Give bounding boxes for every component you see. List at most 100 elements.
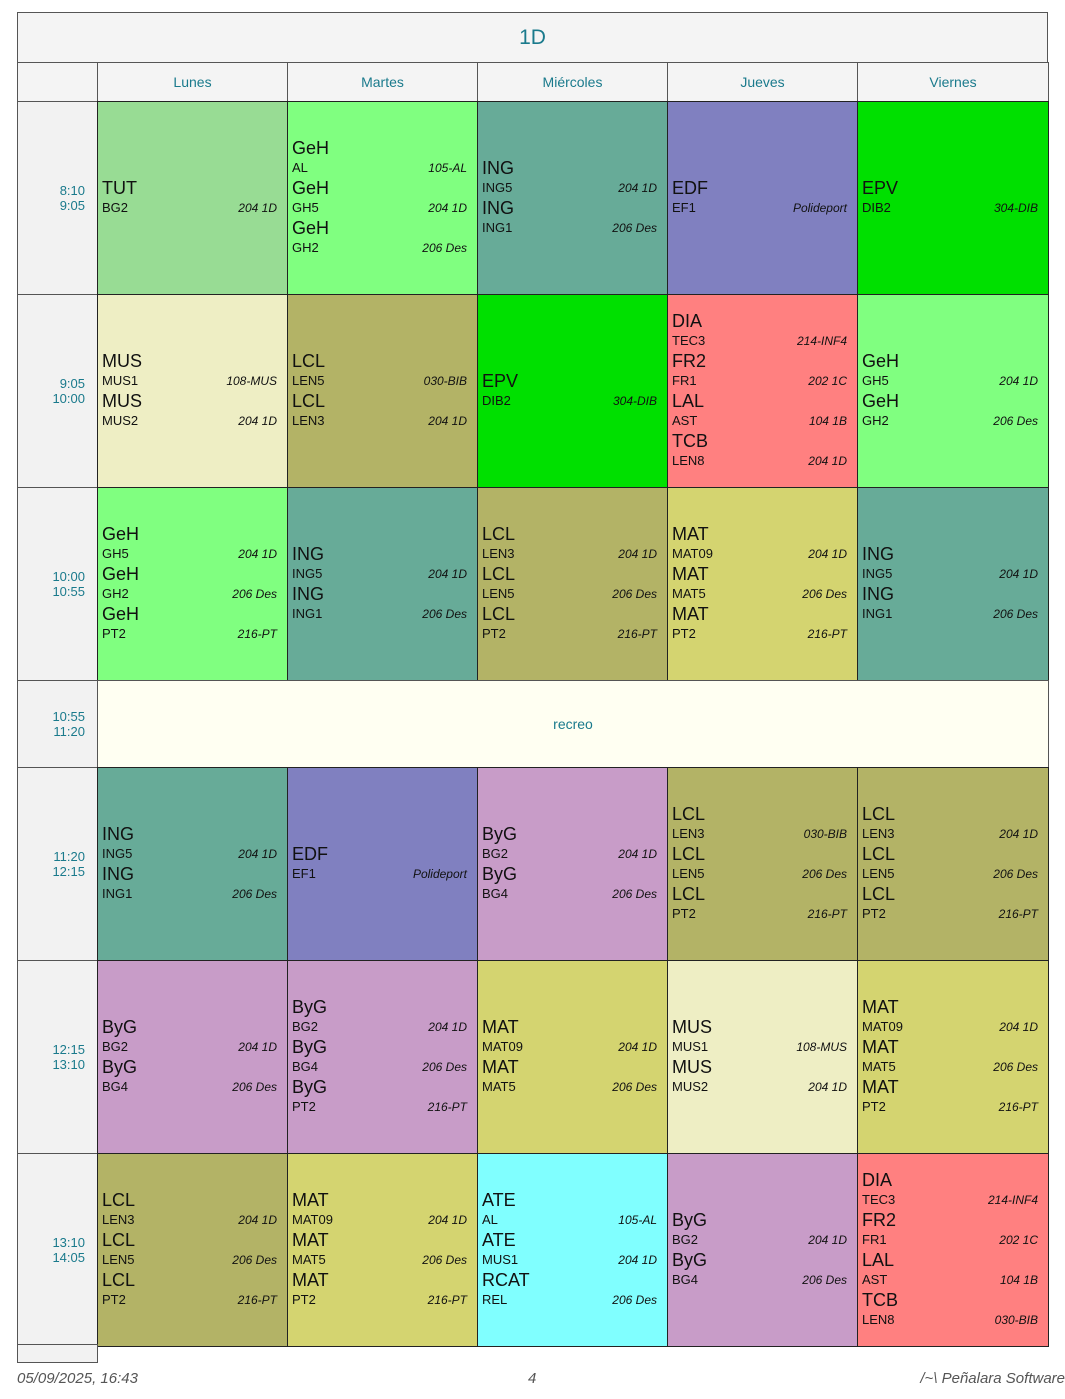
subject: LCL	[482, 524, 516, 544]
room: 204 1D	[999, 567, 1038, 581]
break: recreo	[97, 680, 1049, 768]
group: PT2	[292, 1292, 316, 1307]
day-header: Miércoles	[477, 62, 668, 102]
room: 206 Des	[993, 607, 1038, 621]
end-time: 9:05	[59, 198, 85, 213]
subject: ING	[862, 544, 895, 564]
room: 108-MUS	[226, 374, 277, 388]
subject: GeH	[102, 604, 140, 624]
group: MAT5	[672, 586, 706, 601]
room: 030-BIB	[423, 374, 467, 388]
subject: ING	[482, 198, 515, 218]
end-time: 12:15	[52, 864, 85, 879]
group-line: BG2 204 1D	[482, 844, 657, 864]
group: PT2	[292, 1099, 316, 1114]
subject: LCL	[672, 844, 706, 864]
group: ING5	[292, 566, 323, 581]
subject: GeH	[102, 524, 140, 544]
room: 216-PT	[237, 1293, 277, 1307]
lesson-cell: DIA TEC3 214-INF4 FR2 FR1 202 1C LAL AST 104 1B T…	[857, 1153, 1049, 1347]
group: EF1	[292, 866, 316, 881]
subject: MAT	[862, 1077, 899, 1097]
room: 214-INF4	[987, 1193, 1038, 1207]
subject: GeH	[292, 218, 330, 238]
group: GH2	[862, 413, 889, 428]
group: BG4	[482, 886, 509, 901]
subject: EPV	[482, 371, 519, 391]
room: 206 Des	[612, 587, 657, 601]
group: LEN3	[862, 826, 895, 841]
group-line: ING1 206 Des	[862, 604, 1038, 624]
subject: DIA	[672, 311, 703, 331]
subject: DIA	[862, 1170, 893, 1190]
subject: ByG	[672, 1250, 708, 1270]
start-time: 11:20	[53, 849, 85, 864]
room: 204 1D	[618, 181, 657, 195]
room: 204 1D	[618, 847, 657, 861]
lesson-cell: ByG BG2 204 1D ByG BG4 206 Des ByG PT2 216-PT	[287, 960, 478, 1154]
room: 206 Des	[422, 241, 467, 255]
group: PT2	[672, 626, 696, 641]
subject: LCL	[292, 351, 326, 371]
start-time: 8:10	[59, 183, 85, 198]
room: Polideport	[412, 867, 467, 881]
room: 216-PT	[427, 1100, 467, 1114]
subject: GeH	[862, 391, 900, 411]
end-time: 10:00	[52, 391, 85, 406]
subject: LCL	[482, 564, 516, 584]
empty-cell	[17, 1344, 98, 1363]
subject: MAT	[292, 1230, 329, 1250]
subject: ByG	[482, 864, 518, 884]
lesson-cell: GeH AL 105-AL GeH GH5 204 1D GeH GH2 206 Des	[287, 101, 478, 295]
group-line: LEN3 204 1D	[102, 1210, 277, 1230]
day-header: Jueves	[667, 62, 858, 102]
group-line: BG2 204 1D	[102, 198, 277, 218]
group: ING5	[862, 566, 893, 581]
group: TEC3	[862, 1192, 896, 1207]
subject: LCL	[862, 884, 896, 904]
room: 206 Des	[422, 607, 467, 621]
room: 216-PT	[427, 1293, 467, 1307]
start-time: 10:55	[52, 709, 85, 724]
room: 204 1D	[238, 201, 277, 215]
group-line: MAT5 206 Des	[862, 1057, 1038, 1077]
room: 206 Des	[993, 867, 1038, 881]
end-time: 11:20	[53, 724, 85, 739]
group: LEN5	[862, 866, 895, 881]
group: LEN5	[482, 586, 515, 601]
group: MAT5	[862, 1059, 896, 1074]
group-line: AL 105-AL	[292, 158, 467, 178]
group-line: MAT09 204 1D	[292, 1210, 467, 1230]
subject: LCL	[672, 884, 706, 904]
room: 104 1B	[999, 1273, 1038, 1287]
group-line: MAT09 204 1D	[672, 544, 847, 564]
subject: MAT	[482, 1017, 519, 1037]
group: MUS2	[102, 413, 139, 428]
room: 216-PT	[617, 627, 657, 641]
room: 206 Des	[993, 414, 1038, 428]
subject: ATE	[482, 1230, 516, 1250]
group: LEN3	[102, 1212, 135, 1227]
end-time: 14:05	[52, 1250, 85, 1265]
group-line: ING5 204 1D	[102, 844, 277, 864]
group: AL	[292, 160, 308, 175]
room: 206 Des	[802, 587, 847, 601]
lesson-cell: MUS MUS1 108-MUS MUS MUS2 204 1D	[97, 294, 288, 488]
room: 202 1C	[999, 1233, 1038, 1247]
room: 304-DIB	[612, 394, 657, 408]
lesson-cell: EPV DIB2 304-DIB	[857, 101, 1049, 295]
group: PT2	[102, 626, 126, 641]
group: REL	[482, 1292, 508, 1307]
group-line: LEN3 204 1D	[482, 544, 657, 564]
group-line: DIB2 304-DIB	[862, 198, 1038, 218]
subject: MAT	[672, 604, 709, 624]
lesson-cell: MAT MAT09 204 1D MAT MAT5 206 Des MAT PT2 216-PT	[287, 1153, 478, 1347]
subject: ByG	[292, 1037, 328, 1057]
day-header: Viernes	[857, 62, 1049, 102]
group-line: BG2 204 1D	[672, 1230, 847, 1250]
room: 204 1D	[428, 1020, 467, 1034]
group: GH5	[292, 200, 319, 215]
room: 204 1D	[808, 1080, 847, 1094]
group: MUS1	[482, 1252, 519, 1267]
group: MAT5	[482, 1079, 516, 1094]
